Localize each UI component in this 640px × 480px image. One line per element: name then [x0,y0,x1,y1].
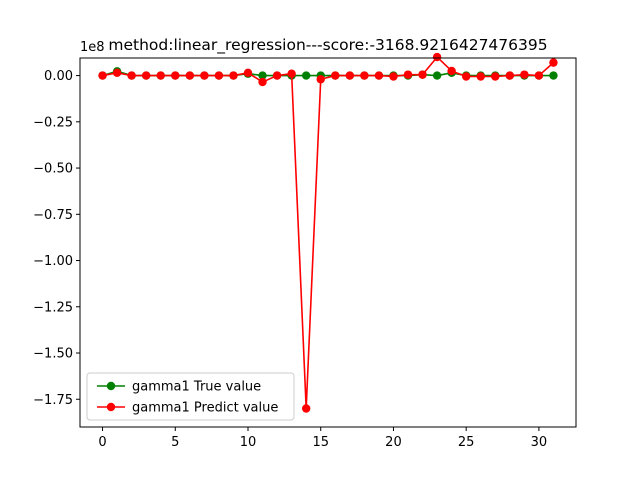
y-tick-label: −1.75 [33,393,73,408]
x-tick-label: 5 [171,435,179,450]
series-2-point [331,71,340,80]
series-2-point [200,71,209,80]
series-2-point [360,71,369,80]
series-2-point [316,75,325,84]
x-tick-label: 15 [312,435,329,450]
series-2-point [185,71,195,80]
legend-label-1: gamma1 True value [132,380,261,395]
series-2-point [520,70,529,79]
series-2-point [389,72,398,81]
series-2-point [287,69,296,78]
legend-marker-1 [106,381,116,391]
series-1-point [549,71,558,80]
series-1-point [432,71,442,80]
chart-title: method:linear_regression---score:-3168.9… [108,36,547,55]
series-2-point [229,71,238,80]
series-2-point [171,71,180,80]
x-tick-label: 25 [458,435,475,450]
y-tick-label: −0.75 [33,208,73,223]
plot-area: 0 5 10 15 20 25 30 0.00 −0.25 −0.50 −0.75 −1.00 −1.2… [33,52,558,450]
series-2-point [98,71,107,80]
x-tick-label: 20 [385,435,402,450]
y-tick-label: −0.50 [33,162,73,177]
series-2-point [301,404,311,413]
series-2-point [461,72,471,81]
y-tick-label: −1.25 [33,300,73,315]
series-2-point [243,68,253,77]
legend-label-2: gamma1 Predict value [132,401,278,416]
series-2-point [403,70,413,79]
series-2-point [374,71,384,80]
series-2-point [345,71,355,80]
series-2-point [127,71,136,80]
series-2-point [505,71,515,80]
series-2-point [447,66,456,76]
series-2-point [156,71,165,80]
series-2-point [112,68,122,77]
series-1-point [301,71,311,80]
legend-marker-2 [106,402,116,412]
series-2-point [534,71,544,80]
y-tick-label: −1.50 [33,347,73,362]
axes-frame [79,57,577,428]
x-tick-label: 0 [98,435,106,450]
series-2-point [272,71,282,80]
y-offset-text: 1e8 [80,40,105,55]
x-tick-label: 10 [240,435,257,450]
y-tick-label: −1.00 [33,254,73,269]
series-2-point [258,77,267,87]
series-1-point [258,71,267,80]
series-2-point [491,72,500,81]
y-tick-label: 0.00 [44,69,73,84]
series-2-point [214,71,224,80]
series-2-point [549,58,558,67]
y-tick-label: −0.25 [33,115,73,130]
x-tick-label: 30 [531,435,548,450]
series-2-point [418,70,427,79]
series-2-point [432,52,442,62]
legend: gamma1 True value gamma1 Predict value [86,372,295,421]
series-2-point [476,72,485,81]
series-2-point [141,71,151,80]
legend-box [86,372,295,421]
